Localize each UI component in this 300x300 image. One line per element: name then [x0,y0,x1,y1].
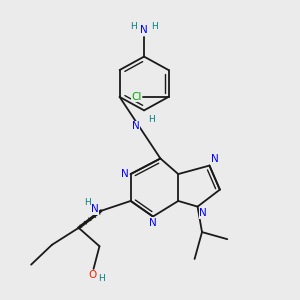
Text: N: N [132,121,140,131]
Text: O: O [88,270,96,280]
Text: N: N [140,26,148,35]
Text: N: N [199,208,207,218]
Text: Cl: Cl [131,92,142,102]
Text: H: H [130,22,137,32]
Text: N: N [121,169,128,179]
Text: H: H [84,198,91,207]
Text: H: H [151,22,158,32]
Text: N: N [211,154,219,164]
Text: N: N [91,204,99,214]
Text: H: H [98,274,105,283]
Text: N: N [149,218,157,228]
Text: H: H [148,115,155,124]
